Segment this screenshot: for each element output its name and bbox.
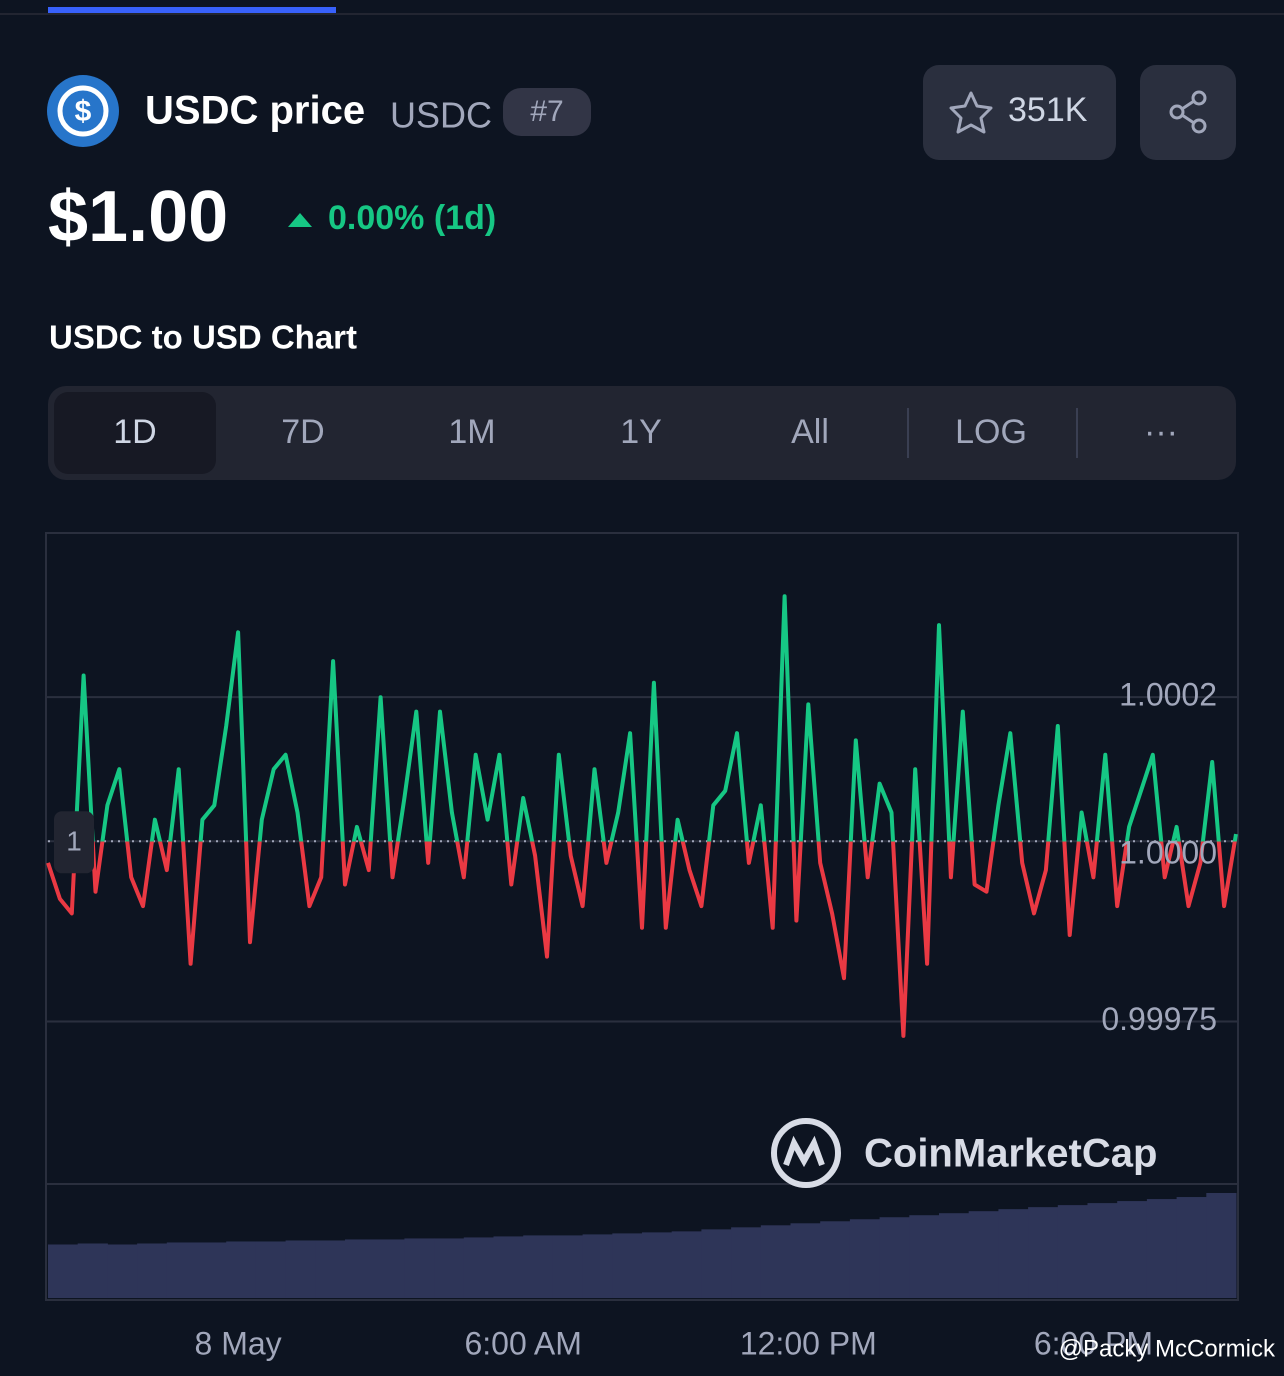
price-change: 0.00% (1d) — [328, 199, 496, 237]
coin-logo: $ — [47, 75, 119, 147]
reference-badge — [54, 811, 94, 874]
volume-bar — [285, 1240, 316, 1298]
volume-bar — [998, 1209, 1029, 1298]
volume-bar — [1057, 1205, 1088, 1298]
range-option[interactable]: 1Y — [620, 413, 662, 451]
volume-bar — [137, 1243, 168, 1298]
volume-bar — [612, 1233, 643, 1298]
volume-bar — [345, 1239, 376, 1298]
coin-symbol: USDC — [390, 95, 492, 136]
volume-bar — [1028, 1207, 1059, 1298]
watchlist-count: 351K — [1008, 91, 1088, 129]
up-arrow — [288, 213, 312, 227]
range-option[interactable]: LOG — [955, 413, 1027, 451]
volume-bar — [790, 1223, 821, 1298]
volume-bar — [909, 1215, 940, 1298]
volume-bar — [820, 1221, 851, 1298]
range-selected — [54, 392, 216, 474]
x-tick-label: 12:00 PM — [740, 1325, 877, 1361]
volume-bar — [255, 1241, 287, 1298]
chart-heading: USDC to USD Chart — [49, 319, 357, 356]
volume-bar — [226, 1241, 257, 1298]
watermark-logo — [771, 1118, 841, 1188]
x-tick-label: 6:00 PM — [1034, 1325, 1153, 1361]
active-tab-indicator — [48, 7, 336, 13]
star-icon — [949, 91, 993, 134]
rank: #7 — [530, 95, 563, 128]
x-tick-label: 8 May — [195, 1325, 282, 1361]
volume-bar — [1176, 1197, 1207, 1298]
y-tick-label: 0.99975 — [1101, 1001, 1217, 1037]
volume-bar — [701, 1229, 732, 1298]
reference-label: 1 — [66, 826, 82, 857]
price: $1.00 — [48, 177, 228, 257]
volume-bar — [879, 1217, 910, 1298]
watermark: CoinMarketCap — [864, 1132, 1157, 1176]
volume-bar — [671, 1231, 702, 1298]
volume-bar — [196, 1242, 227, 1298]
volume-bar — [582, 1234, 613, 1298]
volume-bar — [404, 1238, 435, 1298]
volume-bar — [760, 1225, 791, 1298]
range-option[interactable]: ··· — [1144, 413, 1178, 451]
volume-bar — [48, 1244, 79, 1298]
volume-bar — [77, 1243, 108, 1298]
volume-bar — [166, 1242, 197, 1298]
volume-bar — [968, 1211, 999, 1298]
price-line — [46, 594, 1238, 1038]
volume-bar — [552, 1235, 584, 1298]
y-tick-label: 1.0002 — [1119, 677, 1217, 713]
range-bar — [48, 386, 1236, 480]
volume-bar — [493, 1236, 524, 1298]
coin-name: USDC price — [145, 89, 365, 133]
credit: @Packy McCormick — [1059, 1335, 1276, 1362]
volume-bar — [434, 1238, 465, 1298]
volume-bar — [107, 1244, 138, 1298]
range-option[interactable]: 7D — [281, 413, 324, 451]
chart-frame — [45, 532, 1239, 1301]
y-tick-label: 1.0000 — [1119, 835, 1217, 871]
svg-text:$: $ — [75, 95, 92, 128]
range-option[interactable]: 1D — [113, 413, 156, 451]
volume-bar — [523, 1235, 554, 1298]
volume-bar — [315, 1240, 346, 1298]
range-option[interactable]: All — [791, 413, 829, 451]
share-icon — [1169, 90, 1207, 134]
range-option[interactable]: 1M — [448, 413, 495, 451]
rank-badge — [503, 88, 591, 136]
volume-bar — [1087, 1203, 1118, 1298]
volume-bar — [849, 1219, 881, 1298]
volume-bar — [1146, 1199, 1178, 1298]
volume-bar — [1206, 1193, 1237, 1298]
volume-bar — [939, 1213, 970, 1298]
share-button[interactable] — [1140, 65, 1236, 160]
volume-bar — [642, 1232, 673, 1298]
volume-bar — [463, 1237, 494, 1298]
volume-bar — [374, 1239, 405, 1298]
tab-border — [0, 13, 1284, 15]
x-tick-label: 6:00 AM — [464, 1325, 581, 1361]
volume-bar — [1117, 1201, 1148, 1298]
watchlist-button[interactable] — [923, 65, 1116, 160]
volume-bar — [731, 1227, 762, 1298]
